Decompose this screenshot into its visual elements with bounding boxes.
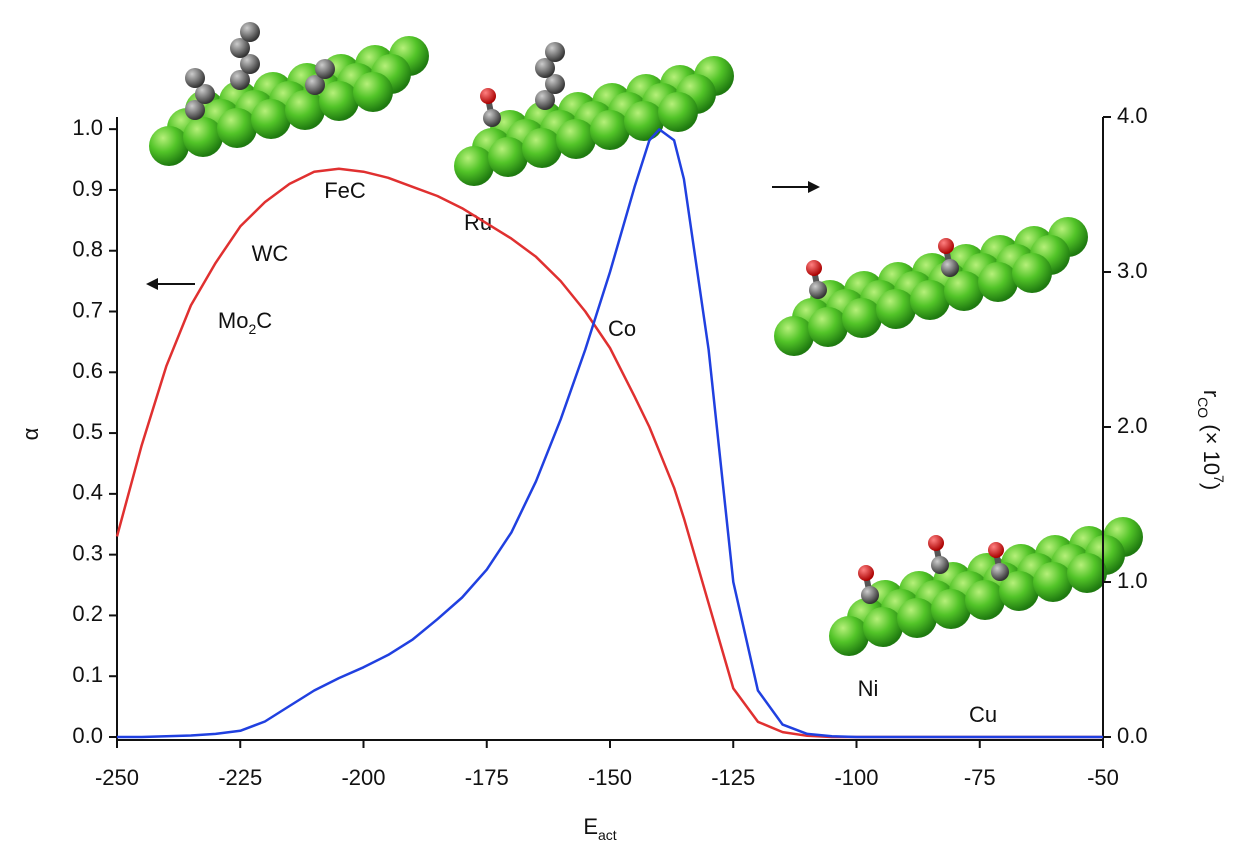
carbon-atom bbox=[483, 109, 501, 127]
surface-atom bbox=[876, 289, 916, 329]
surface-atom bbox=[149, 126, 189, 166]
surface-atom bbox=[658, 92, 698, 132]
y2-tick-label: 1.0 bbox=[1117, 568, 1148, 593]
surface-atom bbox=[842, 298, 882, 338]
annotation: Co bbox=[608, 316, 636, 341]
y-tick-label: 0.9 bbox=[72, 176, 103, 201]
label-part: α bbox=[18, 427, 43, 440]
surface-atom bbox=[829, 616, 869, 656]
annotation: FeC bbox=[324, 178, 366, 203]
surface-atom bbox=[1012, 253, 1052, 293]
surface-atom bbox=[1033, 562, 1073, 602]
surface-atom bbox=[285, 90, 325, 130]
surface-atom bbox=[965, 580, 1005, 620]
annotation: Ni bbox=[858, 676, 879, 701]
surface-atom bbox=[1067, 553, 1107, 593]
surface-atom bbox=[353, 72, 393, 112]
surface-atom bbox=[488, 137, 528, 177]
y-tick-label: 0.1 bbox=[72, 662, 103, 687]
carbon-atom bbox=[240, 22, 260, 42]
x-tick-label: -150 bbox=[588, 765, 632, 790]
x-tick-label: -250 bbox=[95, 765, 139, 790]
label-part: CO bbox=[1195, 397, 1211, 418]
chart: -250 -225 -200 -175 -150 -125 -100 -75 -50 0.0 0.1… bbox=[0, 0, 1241, 852]
label-part: C bbox=[256, 308, 272, 333]
surface-atom bbox=[774, 316, 814, 356]
x-tick-label: -175 bbox=[465, 765, 509, 790]
carbon-atom bbox=[991, 563, 1009, 581]
annotation: Cu bbox=[969, 702, 997, 727]
y-tick-label: 0.2 bbox=[72, 601, 103, 626]
surface-atom bbox=[624, 101, 664, 141]
label-part: (× 10 bbox=[1199, 418, 1224, 475]
oxygen-atom bbox=[858, 565, 874, 581]
x-tick-label: -225 bbox=[218, 765, 262, 790]
oxygen-atom bbox=[480, 88, 496, 104]
label-part: act bbox=[598, 827, 617, 843]
label-part: E bbox=[583, 814, 598, 839]
oxygen-atom bbox=[988, 542, 1004, 558]
y2-tick-label: 3.0 bbox=[1117, 258, 1148, 283]
surface-atom bbox=[183, 117, 223, 157]
y-tick-label: 0.4 bbox=[72, 480, 103, 505]
data-line bbox=[117, 129, 1103, 737]
oxygen-atom bbox=[938, 238, 954, 254]
carbon-atom bbox=[941, 259, 959, 277]
x-tick-label: -100 bbox=[834, 765, 878, 790]
carbon-atom bbox=[315, 59, 335, 79]
x-tick-label: -75 bbox=[964, 765, 996, 790]
surface-atom bbox=[217, 108, 257, 148]
x-tick-label: -50 bbox=[1087, 765, 1119, 790]
x-axis-label: Eact bbox=[583, 814, 616, 843]
x-tick-label: -125 bbox=[711, 765, 755, 790]
surface-atom bbox=[931, 589, 971, 629]
y-tick-label: 0.0 bbox=[72, 723, 103, 748]
y-axis-label: α bbox=[18, 427, 43, 440]
oxygen-atom bbox=[928, 535, 944, 551]
y-tick-label: 1.0 bbox=[72, 115, 103, 140]
surface-atom bbox=[978, 262, 1018, 302]
surface-atom bbox=[319, 81, 359, 121]
surface-illustrations bbox=[149, 22, 1143, 656]
surface-atom bbox=[897, 598, 937, 638]
label-part: 7 bbox=[1211, 475, 1227, 483]
oxygen-atom bbox=[806, 260, 822, 276]
annotation: WC bbox=[252, 241, 289, 266]
left-arrow-head bbox=[146, 278, 158, 290]
label-part: r bbox=[1199, 390, 1224, 397]
y-tick-label: 0.7 bbox=[72, 297, 103, 322]
annotation: Mo2C bbox=[218, 308, 272, 337]
carbon-atom bbox=[861, 586, 879, 604]
y-tick-label: 0.5 bbox=[72, 419, 103, 444]
surface-atom bbox=[251, 99, 291, 139]
surface-atom bbox=[808, 307, 848, 347]
y2-axis-label: rCO (× 107) bbox=[1195, 390, 1227, 490]
y2-tick-label: 4.0 bbox=[1117, 103, 1148, 128]
annotation: Ru bbox=[464, 210, 492, 235]
y-tick-label: 0.8 bbox=[72, 237, 103, 262]
carbon-atom bbox=[809, 281, 827, 299]
surface-atom bbox=[522, 128, 562, 168]
carbon-atom bbox=[931, 556, 949, 574]
carbon-atom bbox=[545, 42, 565, 62]
carbon-atom bbox=[185, 68, 205, 88]
surface-atom bbox=[863, 607, 903, 647]
x-tick-label: -200 bbox=[341, 765, 385, 790]
label-part: ) bbox=[1199, 483, 1224, 490]
y2-tick-label: 2.0 bbox=[1117, 413, 1148, 438]
label-part: Mo bbox=[218, 308, 249, 333]
surface-atom bbox=[590, 110, 630, 150]
y-tick-label: 0.3 bbox=[72, 540, 103, 565]
y2-tick-label: 0.0 bbox=[1117, 723, 1148, 748]
y-tick-label: 0.6 bbox=[72, 358, 103, 383]
surface-atom bbox=[910, 280, 950, 320]
label-part: 2 bbox=[248, 321, 256, 337]
surface-atom bbox=[454, 146, 494, 186]
right-arrow-head bbox=[808, 181, 820, 193]
surface-atom bbox=[556, 119, 596, 159]
